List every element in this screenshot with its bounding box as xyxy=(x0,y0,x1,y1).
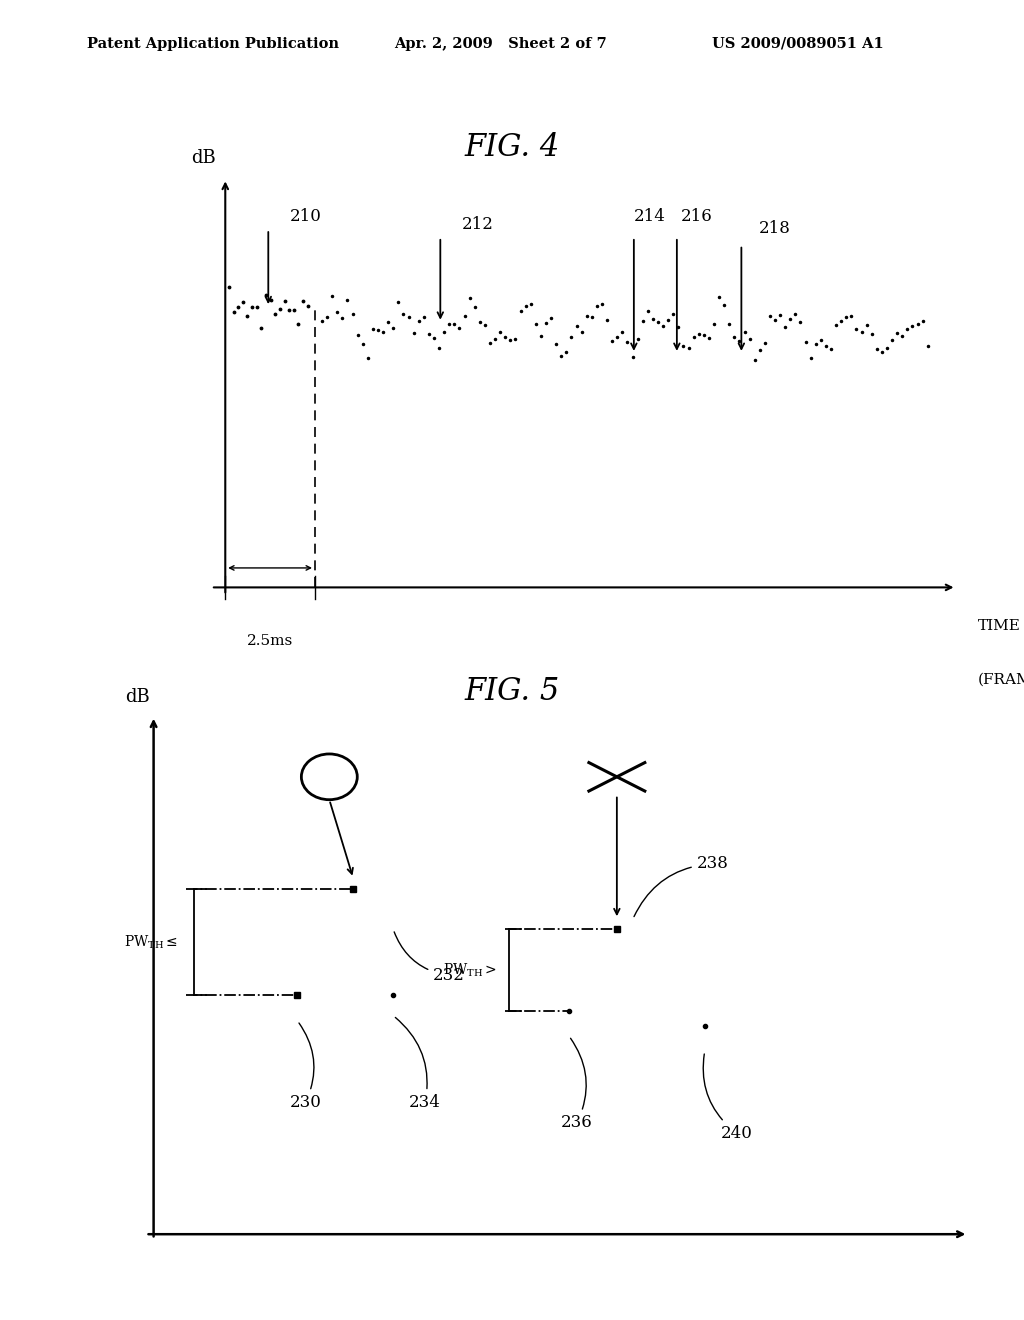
Text: 240: 240 xyxy=(703,1053,753,1142)
Text: 214: 214 xyxy=(634,209,666,226)
Text: Apr. 2, 2009   Sheet 2 of 7: Apr. 2, 2009 Sheet 2 of 7 xyxy=(394,37,607,51)
Text: dB: dB xyxy=(125,688,150,706)
Text: 238: 238 xyxy=(634,855,729,916)
Text: 218: 218 xyxy=(759,220,792,236)
Text: Patent Application Publication: Patent Application Publication xyxy=(87,37,339,51)
Text: 212: 212 xyxy=(462,216,494,234)
Text: 216: 216 xyxy=(680,209,713,226)
Text: 230: 230 xyxy=(290,1023,322,1111)
Text: US 2009/0089051 A1: US 2009/0089051 A1 xyxy=(712,37,884,51)
Text: P$\mathregular{W_{TH}}$$\leq$: P$\mathregular{W_{TH}}$$\leq$ xyxy=(124,933,177,950)
Text: TIME: TIME xyxy=(978,619,1021,632)
Text: (FRAME): (FRAME) xyxy=(978,673,1024,688)
Text: P$\mathregular{W_{TH}}$$>$: P$\mathregular{W_{TH}}$$>$ xyxy=(443,961,497,978)
Text: 232: 232 xyxy=(394,932,465,985)
Text: 210: 210 xyxy=(290,209,322,226)
Text: 2.5ms: 2.5ms xyxy=(247,634,293,648)
Text: dB: dB xyxy=(191,149,216,166)
Text: FIG. 5: FIG. 5 xyxy=(464,676,560,706)
Text: 234: 234 xyxy=(395,1018,441,1111)
Text: 236: 236 xyxy=(561,1039,593,1131)
Text: FIG. 4: FIG. 4 xyxy=(464,132,560,162)
